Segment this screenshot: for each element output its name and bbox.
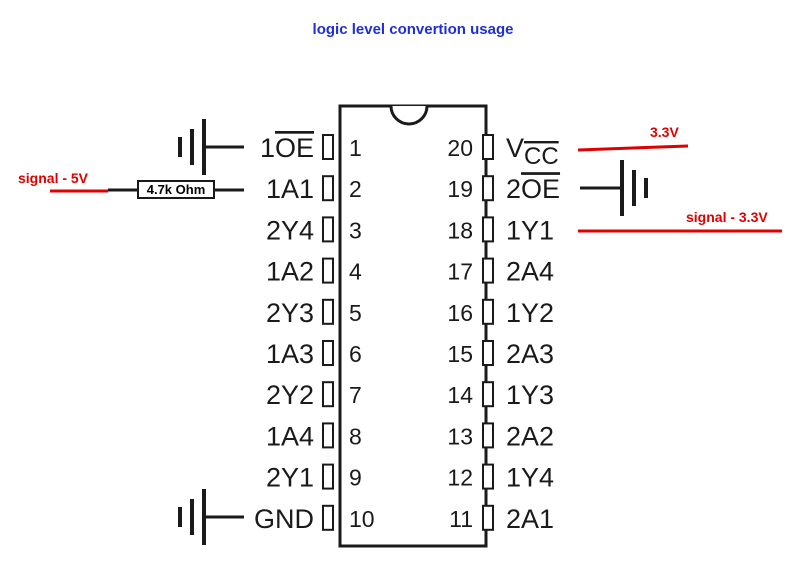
pin-lead <box>482 422 494 449</box>
pin-number: 17 <box>447 259 473 285</box>
ground-symbols <box>178 119 648 545</box>
pin-name: 1OE <box>260 133 314 163</box>
pin-number: 16 <box>447 300 473 326</box>
input-signal-label: signal - 5V <box>18 170 89 186</box>
pin-lead <box>482 134 494 160</box>
pin-number: 6 <box>349 341 362 367</box>
vcc-supply-label: 3.3V <box>650 124 679 140</box>
pin-lead <box>322 504 334 531</box>
pin-lead <box>322 257 334 284</box>
pin-lead <box>322 175 334 202</box>
pin-name: 2Y2 <box>266 380 314 410</box>
pin-number: 5 <box>349 300 362 326</box>
pin-name: 2Y4 <box>266 215 314 245</box>
ground-icon <box>580 160 648 216</box>
pin-number: 2 <box>349 176 362 202</box>
pin-lead <box>482 175 494 202</box>
pin-name: 1Y1 <box>506 215 554 245</box>
vcc-supply-wire <box>577 144 689 152</box>
pin-lead <box>482 463 494 490</box>
pin-lead <box>482 340 494 366</box>
active-low-bar: OE <box>521 174 560 204</box>
pin-name: 2OE <box>506 174 560 204</box>
right-pin-column: 20 VCC 19 2OE 18 1Y1 17 2A4 16 1Y2 15 2A3 14 1Y3 13 2A2… <box>447 133 560 534</box>
pin-name: 2A2 <box>506 421 554 451</box>
pin-name: 1A2 <box>266 257 314 287</box>
pin-name: 2Y1 <box>266 463 314 493</box>
pin-lead <box>322 422 334 449</box>
pin-lead <box>482 504 494 531</box>
pin-number: 19 <box>447 176 473 202</box>
resistor-icon: 4.7k Ohm <box>137 180 215 199</box>
pin-number: 7 <box>349 382 362 408</box>
pin-number: 8 <box>349 423 362 449</box>
pin-name: 1A1 <box>266 174 314 204</box>
pin-name: 1A3 <box>266 339 314 369</box>
pin-number: 11 <box>449 506 473 532</box>
pin-lead <box>482 298 494 325</box>
pin-name: 2A1 <box>506 504 554 534</box>
pin-lead <box>322 463 334 490</box>
pin-name: 1Y3 <box>506 380 554 410</box>
pin-lead <box>322 134 334 160</box>
pin-number: 10 <box>349 506 375 532</box>
pin-number: 14 <box>447 382 473 408</box>
ic-notch-icon <box>389 105 429 126</box>
output-signal-label: signal - 3.3V <box>686 209 768 225</box>
pin-number: 4 <box>349 259 362 285</box>
pin-name: GND <box>254 504 314 534</box>
pin-lead <box>322 216 334 243</box>
pin-lead <box>322 340 334 366</box>
pin-number: 1 <box>349 135 362 161</box>
active-low-bar: OE <box>275 133 314 163</box>
pin-name: 2A4 <box>506 257 554 287</box>
pin-lead <box>482 216 494 243</box>
pin-name: VCC <box>506 133 559 170</box>
resistor-label: 4.7k Ohm <box>147 182 206 197</box>
ground-icon <box>178 119 244 175</box>
left-pin-column: 1 1OE 2 1A1 3 2Y4 4 1A2 5 2Y3 6 1A3 7 2Y2 8 1A4 9 2Y1 10 GN… <box>254 133 375 534</box>
pin-name: 1Y2 <box>506 298 554 328</box>
pin-name: 1Y4 <box>506 463 554 493</box>
pin-lead <box>482 257 494 284</box>
pin-number: 3 <box>349 217 362 243</box>
pin-number: 9 <box>349 465 362 491</box>
pin-lead <box>482 381 494 408</box>
pin-number: 20 <box>447 135 473 161</box>
ground-icon <box>178 489 244 545</box>
pin-lead <box>322 298 334 325</box>
pin-number: 12 <box>447 465 473 491</box>
diagram-title: logic level convertion usage <box>313 21 514 38</box>
pin-name: 2A3 <box>506 339 554 369</box>
pin-lead <box>322 381 334 408</box>
pin-name: 2Y3 <box>266 298 314 328</box>
pin-name: 1A4 <box>266 421 314 451</box>
pin-number: 18 <box>447 217 473 243</box>
pin-number: 13 <box>447 423 473 449</box>
pin-number: 15 <box>447 341 473 367</box>
